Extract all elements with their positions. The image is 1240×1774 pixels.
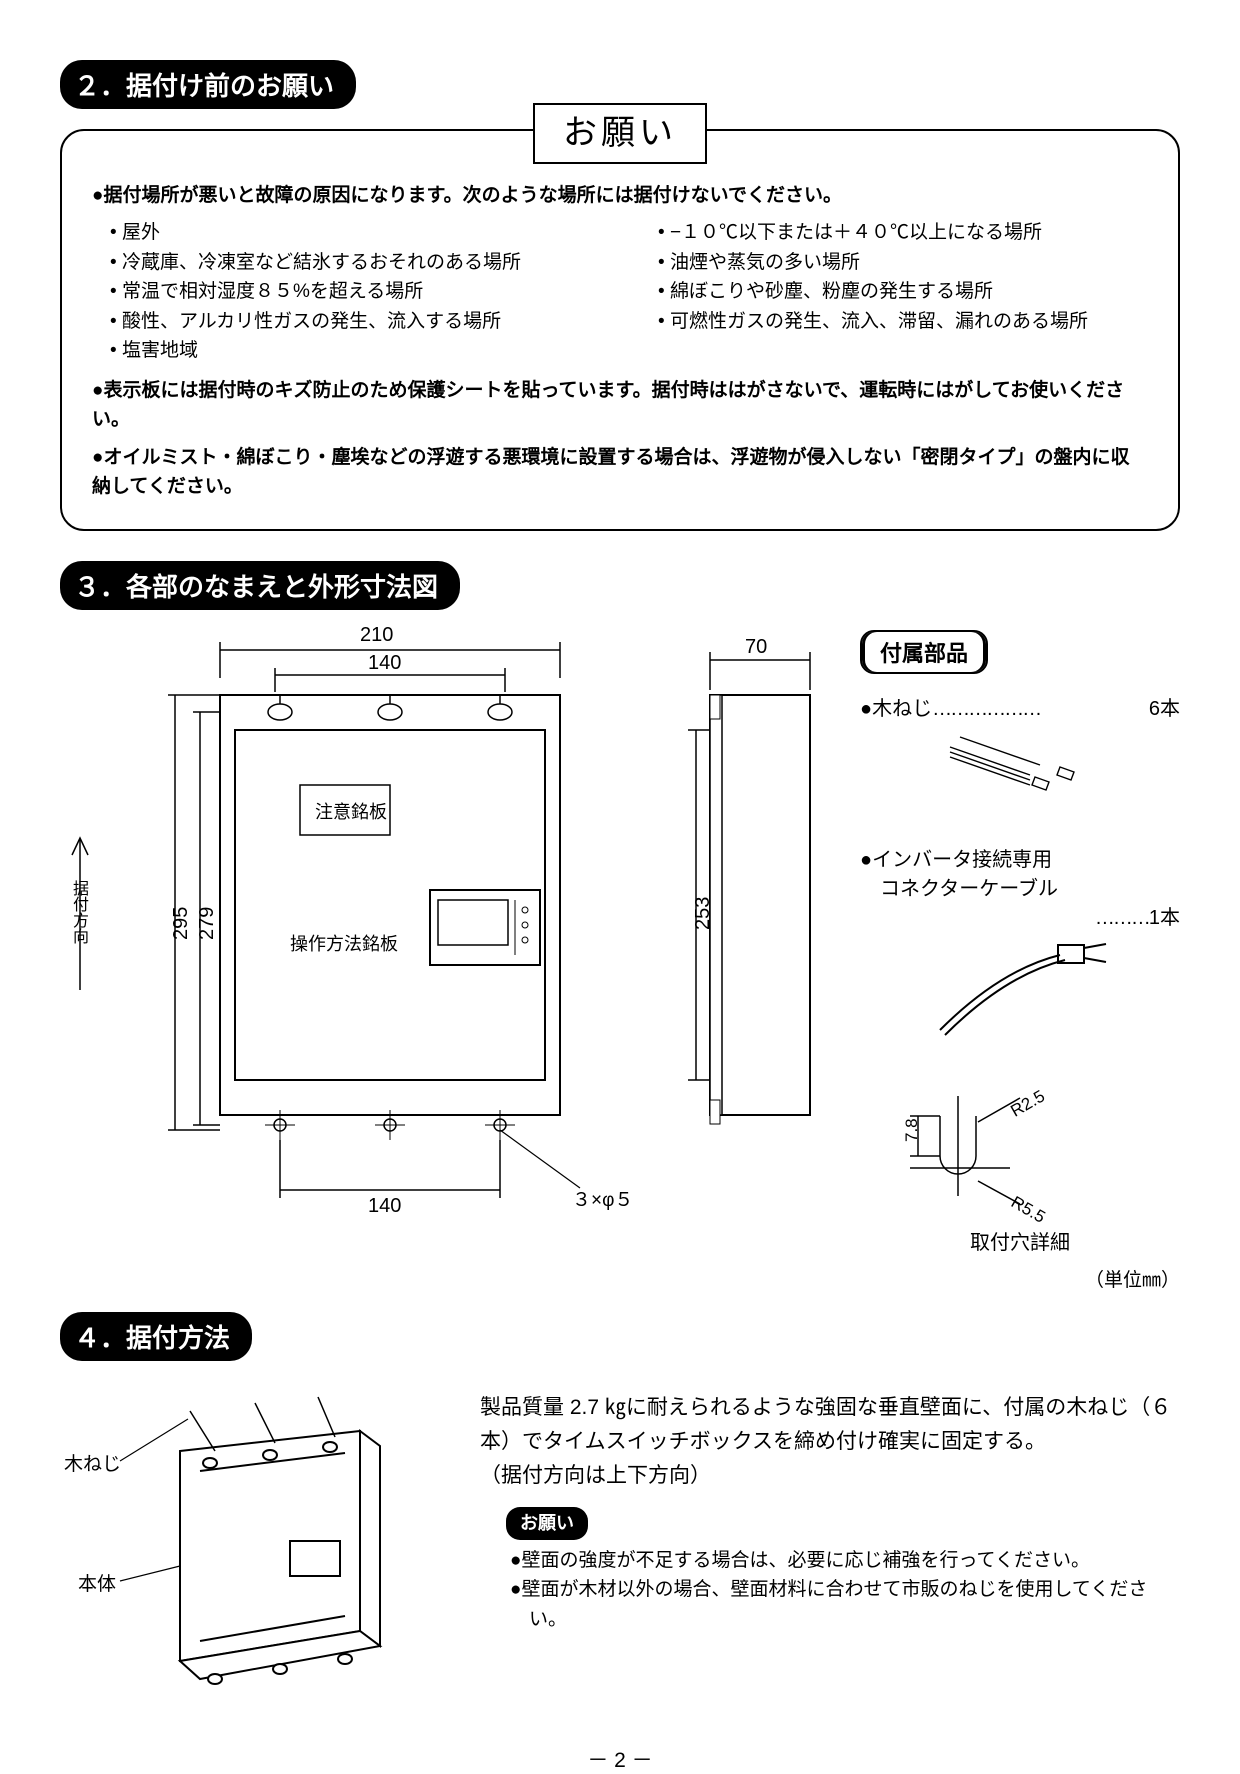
request-box: お願い ●据付場所が悪いと故障の原因になります。次のような場所には据付けないでく… [60, 129, 1180, 531]
fig-body-label: 本体 [78, 1569, 116, 1596]
li: 酸性、アルカリ性ガスの発生、流入する場所 [110, 307, 600, 336]
acc2-l1: ●インバータ接続専用 [860, 843, 1180, 872]
screw-icon [940, 727, 1140, 807]
hole-note: ３×φ５ [572, 1185, 633, 1212]
side-view: 70 253 [680, 630, 840, 1255]
install-text: 製品質量 2.7 ㎏に耐えられるような強固な垂直壁面に、付属の木ねじ（６本）でタ… [480, 1391, 1180, 1716]
body2: （据付方向は上下方向） [480, 1459, 1180, 1493]
dim-h-inner: 279 [196, 907, 219, 940]
li: 可燃性ガスの発生、流入、滞留、漏れのある場所 [658, 307, 1148, 336]
dim-d: 70 [745, 636, 767, 659]
li: −１０℃以下または＋４０℃以上になる場所 [658, 218, 1148, 247]
install-figure: 木ねじ 本体 [60, 1391, 440, 1716]
lead-text: ●据付場所が悪いと故障の原因になります。次のような場所には据付けないでください。 [92, 181, 1148, 210]
acc1-qty: 6本 [1149, 692, 1180, 721]
li: 塩害地域 [110, 336, 600, 365]
fig-screw-label: 木ねじ [64, 1449, 121, 1476]
dim-w-inner: 140 [368, 652, 401, 675]
acc-item-2: ●インバータ接続専用 コネクターケーブル 1本 [860, 843, 1180, 930]
accessories-header: 付属部品 [860, 630, 988, 674]
right-list: −１０℃以下または＋４０℃以上になる場所 油煙や蒸気の多い場所 綿ぼこりや砂塵、… [640, 218, 1148, 336]
sec4-b1: 壁面の強度が不足する場合は、必要に応じ補強を行ってください。 [510, 1546, 1180, 1575]
body1: 製品質量 2.7 ㎏に耐えられるような強固な垂直壁面に、付属の木ねじ（６本）でタ… [480, 1391, 1180, 1458]
hole-h: 7.8 [902, 1119, 922, 1143]
section2-heading: ２．据付け前のお願い [60, 60, 356, 109]
hole-detail: 7.8 R2.5 R5.5 取付穴詳細 [860, 1086, 1180, 1255]
mount-direction: 据付方向 [60, 630, 100, 1190]
dim-w-bottom: 140 [368, 1195, 401, 1218]
li: 屋外 [110, 218, 600, 247]
li: 油煙や蒸気の多い場所 [658, 248, 1148, 277]
dim-h-side: 253 [692, 897, 715, 930]
li: 常温で相対湿度８５%を超える場所 [110, 277, 600, 306]
page-number: － 2 － [60, 1744, 1180, 1774]
mount-dir-label: 据付方向 [66, 880, 90, 944]
hole-caption: 取付穴詳細 [860, 1226, 1180, 1255]
mini-pill: お願い [506, 1507, 588, 1540]
request-title: お願い [533, 103, 707, 164]
li: 冷蔵庫、冷凍室など結氷するおそれのある場所 [110, 248, 600, 277]
cable-icon [920, 930, 1140, 1050]
sec4-b2: 壁面が木材以外の場合、壁面材料に合わせて市販のねじを使用してください。 [510, 1575, 1180, 1634]
section4-row: 木ねじ 本体 製品質量 2.7 ㎏に耐えられるような強固な垂直壁面に、付属の木ね… [60, 1391, 1180, 1716]
dim-h-outer: 295 [170, 907, 193, 940]
left-list: 屋外 冷蔵庫、冷凍室など結氷するおそれのある場所 常温で相対湿度８５%を超える場… [92, 218, 600, 365]
acc2-qty: 1本 [1149, 907, 1180, 929]
accessories: 付属部品 ●木ねじ 6本 ●インバータ接続専用 コネクターケーブル 1本 [860, 630, 1180, 1292]
acc1-name: ●木ねじ [860, 698, 932, 720]
note1: ●表示板には据付時のキズ防止のため保護シートを貼っています。据付時ははがさないで… [92, 376, 1148, 435]
section4-heading: ４．据付方法 [60, 1312, 252, 1361]
li: 綿ぼこりや砂塵、粉塵の発生する場所 [658, 277, 1148, 306]
caution-plate-label: 注意銘板 [315, 798, 387, 824]
operate-plate-label: 操作方法銘板 [290, 930, 398, 956]
diagram-row: 据付方向 [60, 630, 1180, 1292]
section3-heading: ３．各部のなまえと外形寸法図 [60, 561, 460, 610]
front-view: 210 140 注意銘板 操作方法銘板 295 279 140 ３×φ５ [120, 630, 660, 1250]
unit-note: （単位㎜） [860, 1265, 1180, 1292]
acc2-l2: コネクターケーブル [860, 872, 1058, 901]
acc-item-1: ●木ねじ 6本 [860, 692, 1180, 721]
note2: ●オイルミスト・綿ぼこり・塵埃などの浮遊する悪環境に設置する場合は、浮遊物が侵入… [92, 443, 1148, 502]
dim-w-outer: 210 [360, 624, 393, 647]
